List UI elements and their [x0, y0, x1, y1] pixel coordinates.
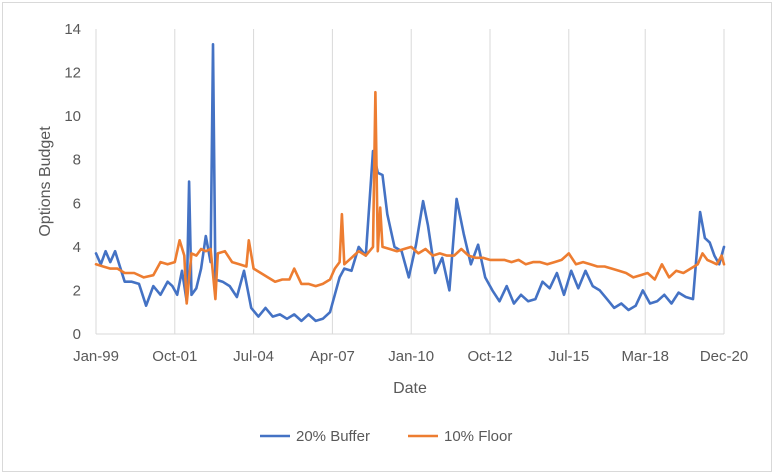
x-tick-label: Apr-07 [310, 348, 355, 365]
y-tick-label: 10 [64, 108, 81, 125]
y-axis-ticks: 0 2 4 6 8 10 12 14 [64, 21, 81, 343]
y-tick-label: 6 [73, 195, 81, 212]
x-tick-label: Mar-18 [621, 348, 669, 365]
gridlines [95, 29, 725, 334]
legend-label: 20% Buffer [296, 428, 370, 445]
y-tick-label: 2 [73, 282, 81, 299]
y-tick-label: 8 [73, 152, 81, 169]
x-tick-label: Jul-15 [548, 348, 589, 365]
legend: 20% Buffer 10% Floor [260, 428, 512, 445]
x-tick-label: Jan-99 [73, 348, 119, 365]
y-tick-label: 4 [73, 239, 81, 256]
x-axis-title: Date [393, 380, 427, 397]
x-tick-label: Jul-04 [233, 348, 274, 365]
legend-label: 10% Floor [444, 428, 512, 445]
x-tick-label: Oct-01 [152, 348, 197, 365]
series-line-buffer [94, 43, 726, 323]
x-tick-label: Jan-10 [388, 348, 434, 365]
y-tick-label: 0 [73, 326, 81, 343]
y-tick-label: 12 [64, 65, 81, 82]
chart-frame: 0 2 4 6 8 10 12 14 Jan-99 Oct-01 Jul-04 Apr-07 Jan-… [2, 2, 772, 472]
x-tick-label: Oct-12 [467, 348, 512, 365]
y-axis-title: Options Budget [37, 126, 54, 237]
series-line-floor [94, 90, 726, 305]
x-axis-ticks: Jan-99 Oct-01 Jul-04 Apr-07 Jan-10 Oct-12 Jul-… [73, 348, 748, 365]
y-tick-label: 14 [64, 21, 81, 38]
x-tick-label: Dec-20 [700, 348, 748, 365]
series-lines [94, 43, 726, 323]
